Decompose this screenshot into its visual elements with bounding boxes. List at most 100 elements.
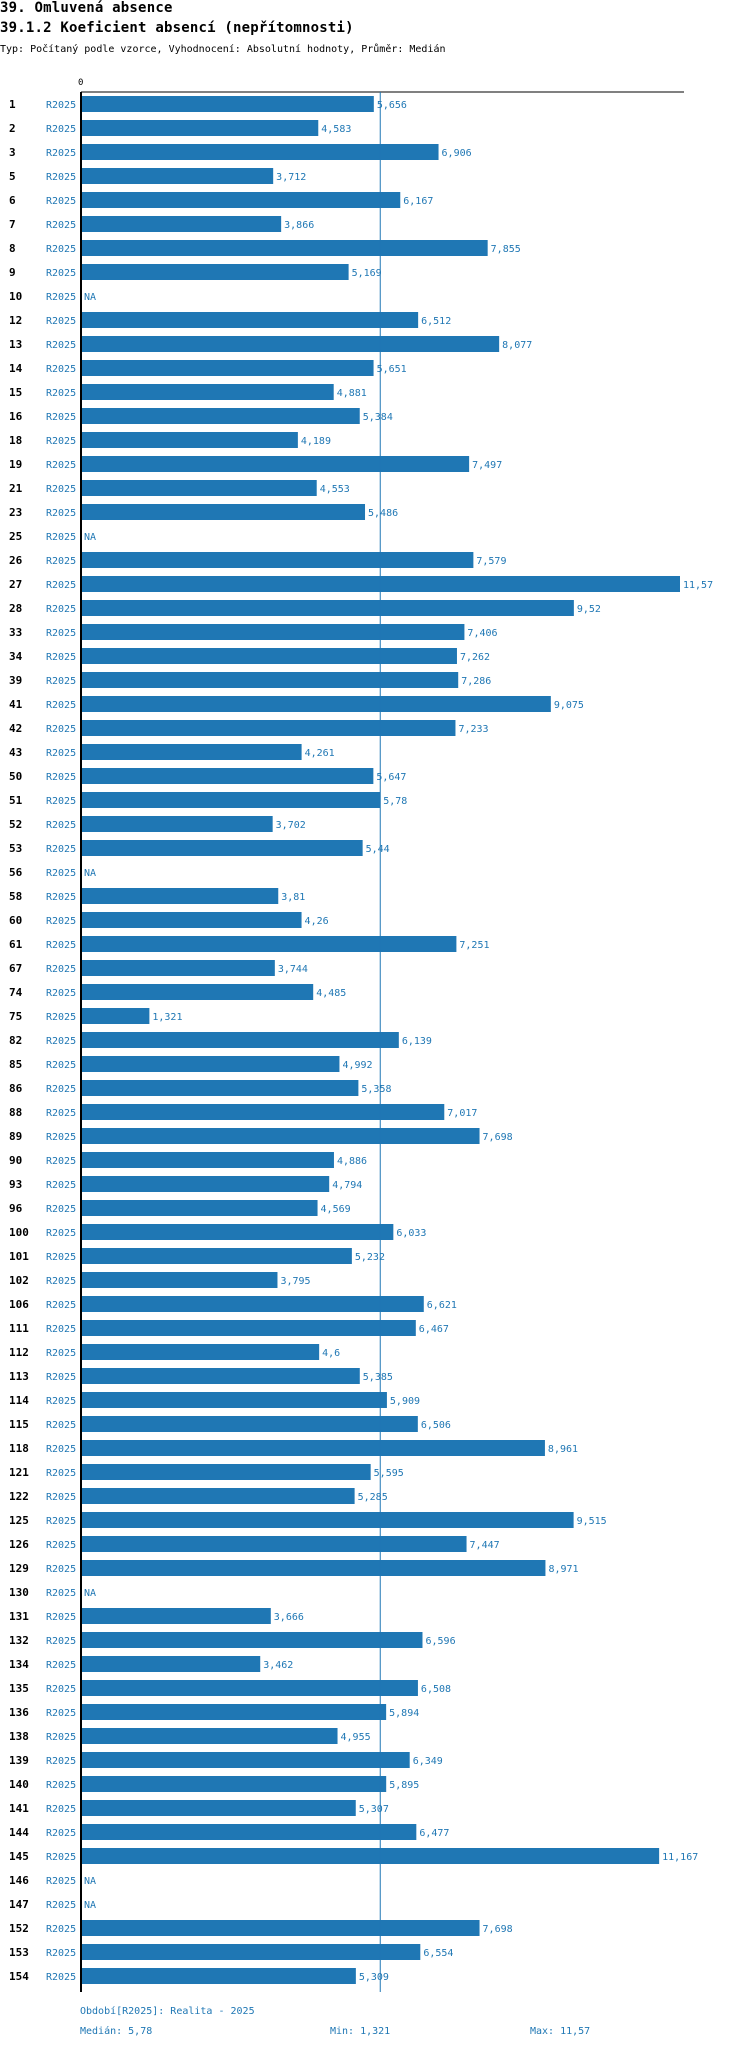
category-label: 2 xyxy=(9,122,16,135)
value-label-na: NA xyxy=(84,1876,96,1887)
category-label: 85 xyxy=(9,1058,22,1071)
data-bar xyxy=(81,1056,340,1072)
data-bar xyxy=(81,840,363,856)
series-label: R2025 xyxy=(46,340,76,351)
value-label: 9,075 xyxy=(554,700,584,711)
value-label: 7,233 xyxy=(458,724,488,735)
category-label: 9 xyxy=(9,266,16,279)
value-label: 4,485 xyxy=(316,988,346,999)
value-label: 6,349 xyxy=(413,1756,443,1767)
category-label: 51 xyxy=(9,794,23,807)
series-label: R2025 xyxy=(46,1684,76,1695)
data-bar xyxy=(81,384,334,400)
value-label: 6,467 xyxy=(419,1324,449,1335)
value-label: 3,81 xyxy=(281,892,305,903)
value-label: 4,261 xyxy=(305,748,335,759)
category-label: 146 xyxy=(9,1874,29,1887)
series-label: R2025 xyxy=(46,1468,76,1479)
series-label: R2025 xyxy=(46,148,76,159)
data-bar xyxy=(81,1440,545,1456)
category-label: 61 xyxy=(9,938,23,951)
data-bar xyxy=(81,792,381,808)
series-label: R2025 xyxy=(46,1492,76,1503)
category-label: 153 xyxy=(9,1946,29,1959)
category-label: 100 xyxy=(9,1226,29,1239)
category-label: 122 xyxy=(9,1490,29,1503)
data-bar xyxy=(81,1608,271,1624)
series-label: R2025 xyxy=(46,1228,76,1239)
series-label: R2025 xyxy=(46,508,76,519)
category-label: 131 xyxy=(9,1610,29,1623)
category-label: 12 xyxy=(9,314,22,327)
data-bar xyxy=(81,1848,660,1864)
series-label: R2025 xyxy=(46,964,76,975)
data-bar xyxy=(81,1728,338,1744)
footer-median: Medián: 5,78 xyxy=(80,2026,153,2037)
series-label: R2025 xyxy=(46,532,76,543)
data-bar xyxy=(81,144,439,160)
category-label: 101 xyxy=(9,1250,29,1263)
series-label: R2025 xyxy=(46,172,76,183)
data-bar xyxy=(81,1800,356,1816)
axis-zero-label: 0 xyxy=(78,78,83,88)
value-label: 3,866 xyxy=(284,220,314,231)
category-label: 19 xyxy=(9,458,22,471)
value-label: 7,251 xyxy=(459,940,489,951)
data-bar xyxy=(81,816,273,832)
value-label: 4,553 xyxy=(320,484,350,495)
category-label: 86 xyxy=(9,1082,23,1095)
data-bar xyxy=(81,960,275,976)
value-label: 5,285 xyxy=(358,1492,388,1503)
data-bar xyxy=(81,1488,355,1504)
value-label: 5,384 xyxy=(363,412,393,423)
value-label: 4,794 xyxy=(332,1180,362,1191)
series-label: R2025 xyxy=(46,1516,76,1527)
series-label: R2025 xyxy=(46,460,76,471)
data-bar xyxy=(81,192,401,208)
data-bar xyxy=(81,1104,445,1120)
category-label: 136 xyxy=(9,1706,29,1719)
series-label: R2025 xyxy=(46,1396,76,1407)
value-label: 5,385 xyxy=(363,1372,393,1383)
value-label: 7,698 xyxy=(483,1132,513,1143)
data-bar xyxy=(81,696,551,712)
page-title: 39. Omluvená absence xyxy=(0,0,173,16)
series-label: R2025 xyxy=(46,364,76,375)
value-label: 6,508 xyxy=(421,1684,451,1695)
data-bar xyxy=(81,1320,416,1336)
value-label: 5,169 xyxy=(352,268,382,279)
series-label: R2025 xyxy=(46,676,76,687)
data-bar xyxy=(81,120,319,136)
category-label: 145 xyxy=(9,1850,29,1863)
data-bar xyxy=(81,1080,359,1096)
category-label: 96 xyxy=(9,1202,23,1215)
value-label: 6,596 xyxy=(425,1636,455,1647)
series-label: R2025 xyxy=(46,484,76,495)
category-label: 7 xyxy=(9,218,16,231)
category-label: 141 xyxy=(9,1802,29,1815)
data-bar xyxy=(81,336,500,352)
data-bar xyxy=(81,1968,356,1984)
series-label: R2025 xyxy=(46,748,76,759)
data-bar xyxy=(81,600,574,616)
data-bar xyxy=(81,1680,418,1696)
value-label: 9,515 xyxy=(577,1516,607,1527)
value-label-na: NA xyxy=(84,1588,96,1599)
series-label: R2025 xyxy=(46,436,76,447)
value-label-na: NA xyxy=(84,868,96,879)
category-label: 56 xyxy=(9,866,23,879)
value-label: 5,909 xyxy=(390,1396,420,1407)
data-bar xyxy=(81,312,419,328)
value-label: 6,506 xyxy=(421,1420,451,1431)
series-label: R2025 xyxy=(46,940,76,951)
category-label: 75 xyxy=(9,1010,22,1023)
data-bar xyxy=(81,1920,480,1936)
category-label: 115 xyxy=(9,1418,29,1431)
value-label: 7,286 xyxy=(461,676,491,687)
series-label: R2025 xyxy=(46,916,76,927)
category-label: 154 xyxy=(9,1970,29,1983)
value-label: 7,262 xyxy=(460,652,490,663)
series-label: R2025 xyxy=(46,1300,76,1311)
value-label: 4,189 xyxy=(301,436,331,447)
category-label: 152 xyxy=(9,1922,29,1935)
